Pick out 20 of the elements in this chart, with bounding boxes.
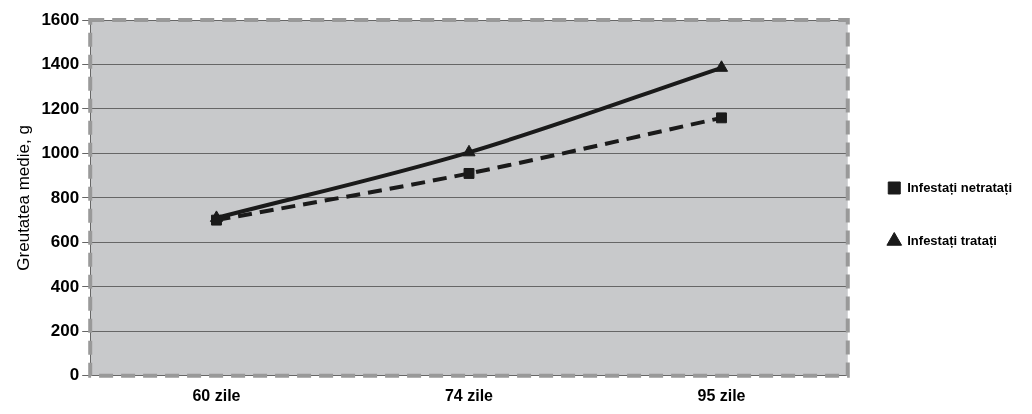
y-tick-label: 1200 <box>41 98 80 118</box>
y-tick-label: 0 <box>69 365 80 385</box>
y-tick-label: 600 <box>50 232 80 252</box>
legend-label: Infestați netratați <box>907 179 1013 195</box>
point <box>714 60 729 72</box>
point <box>462 144 476 157</box>
x-tick-label: 74 zile <box>444 386 494 404</box>
point <box>463 167 475 179</box>
y-tick-label: 1600 <box>41 9 80 29</box>
y-tick-label: 1400 <box>41 54 80 74</box>
point <box>716 112 727 124</box>
y-tick-label: 1000 <box>41 143 80 163</box>
y-tick-label: 200 <box>50 321 80 341</box>
y-tick-label: 800 <box>50 187 80 207</box>
y-tick-label: 400 <box>50 276 80 296</box>
x-tick-label: 95 zile <box>697 386 746 404</box>
point <box>211 214 222 226</box>
legend-label: Infestați tratați <box>907 232 997 248</box>
x-tick-label: 60 zile <box>192 386 241 404</box>
y-axis-title: Greutatea medie, g <box>13 125 33 271</box>
